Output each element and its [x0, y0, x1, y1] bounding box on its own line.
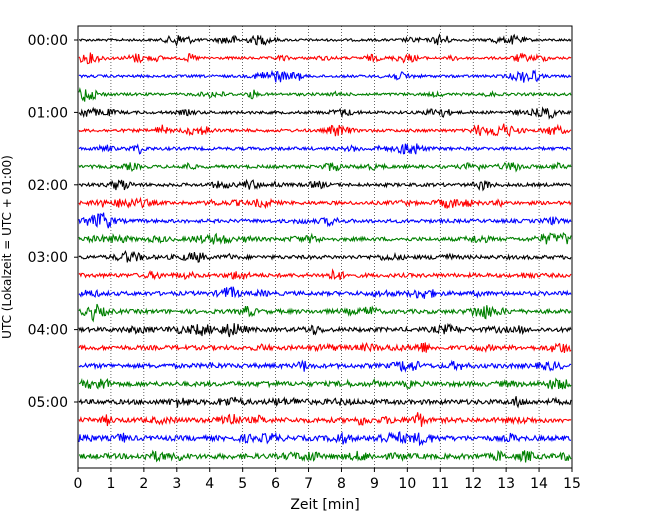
x-tick-label: 7 [304, 476, 313, 492]
trace-row [78, 430, 572, 447]
x-tick-label: 14 [530, 476, 548, 492]
x-axis-label: Zeit [min] [290, 497, 359, 513]
x-tick-label: 1 [106, 476, 115, 492]
trace-row [78, 377, 572, 390]
traces [78, 33, 572, 463]
trace-row [78, 286, 572, 299]
trace-row [78, 322, 572, 338]
trace-row [78, 87, 572, 102]
trace-row [78, 106, 572, 120]
trace-row [78, 396, 572, 409]
x-tick-label: 3 [172, 476, 181, 492]
trace-row [78, 232, 572, 245]
trace-row [78, 178, 572, 192]
trace-row [78, 143, 572, 155]
trace-row [78, 196, 572, 210]
x-tick-label: 6 [271, 476, 280, 492]
trace-row [79, 33, 572, 47]
trace-row [78, 52, 572, 65]
x-tick-label: 15 [563, 476, 581, 492]
x-tick-label: 5 [238, 476, 247, 492]
x-tick-label: 4 [205, 476, 214, 492]
x-tick-label: 2 [139, 476, 148, 492]
y-tick-label: 03:00 [28, 250, 68, 266]
x-tick-label: 0 [74, 476, 83, 492]
plot-frame [77, 25, 573, 469]
y-axis-label: UTC (Lokalzeit = UTC + 01:00) [0, 155, 14, 339]
x-tick-label: 9 [370, 476, 379, 492]
trace-row [78, 161, 572, 173]
y-tick-label: 05:00 [28, 395, 68, 411]
y-axis: 00:00 01:00 02:00 03:00 04:00 05:00 [28, 33, 78, 411]
trace-row [79, 449, 572, 463]
y-tick-label: 04:00 [28, 323, 68, 339]
x-axis: 0 1 2 3 4 5 6 7 8 9 10 11 12 13 14 15 [74, 468, 581, 492]
trace-row [78, 212, 572, 229]
trace-row [78, 359, 572, 373]
trace-row [78, 69, 572, 83]
y-tick-label: 02:00 [28, 178, 68, 194]
trace-row [78, 341, 572, 354]
y-tick-label: 00:00 [28, 33, 68, 49]
trace-row [78, 123, 572, 138]
y-tick-label: 01:00 [28, 105, 68, 121]
trace-row [78, 412, 572, 427]
x-tick-label: 8 [337, 476, 346, 492]
x-tick-label: 10 [398, 476, 416, 492]
trace-row [78, 303, 572, 323]
trace-row [78, 249, 572, 263]
x-tick-label: 12 [464, 476, 482, 492]
plot-background [78, 26, 572, 468]
x-tick-label: 11 [431, 476, 449, 492]
trace-row [78, 268, 572, 281]
x-tick-label: 13 [497, 476, 515, 492]
